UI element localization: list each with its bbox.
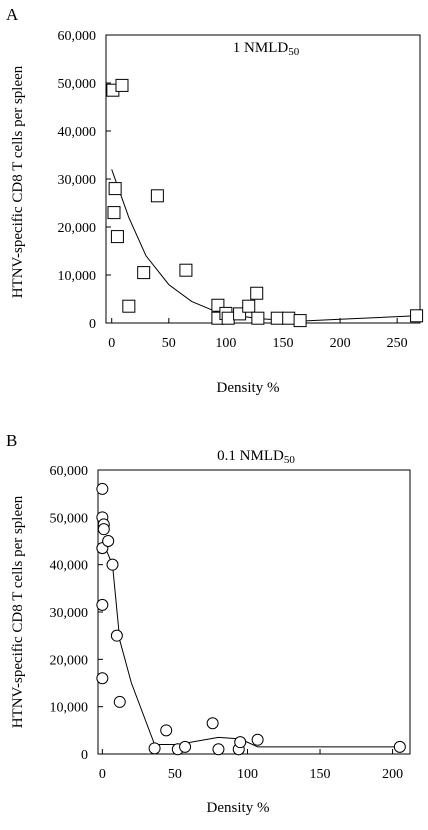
panel-b-letter: B <box>6 431 17 450</box>
panel-a-data-point <box>107 206 121 220</box>
panel-b-data-point <box>97 523 110 536</box>
panel-a-data-point <box>410 309 424 323</box>
panel-b-y-tick-label: 40,000 <box>50 559 89 574</box>
panel-a-data-point <box>251 311 265 325</box>
panel-a-y-tick-label: 60,000 <box>58 29 97 44</box>
panel-b-data-point <box>96 482 109 495</box>
panel-a-data-point <box>137 266 151 280</box>
panel-b-title: 0.1 NMLD50 <box>217 448 295 466</box>
panel-a-y-tick-label: 20,000 <box>58 221 97 236</box>
panel-b-y-tick-label: 0 <box>81 748 88 763</box>
panel-b-data-point <box>96 598 109 611</box>
panel-a-y-tick-label: 50,000 <box>58 77 97 92</box>
panel-b-data-point <box>234 736 247 749</box>
panel-b-plot-frame <box>97 469 411 755</box>
panel-b-data-point <box>102 535 115 547</box>
panel-a-data-point <box>293 314 307 328</box>
panel-b-data-point <box>106 558 119 571</box>
panel-a-data-point <box>250 286 264 300</box>
panel-b-data-point <box>393 740 406 753</box>
panel-a-data-point <box>110 230 124 244</box>
panel-b-fit-line <box>101 540 400 748</box>
panel-a-data-point <box>270 311 284 325</box>
panel-b-data-point <box>179 740 192 753</box>
panel-b-data-point <box>113 695 126 708</box>
panel-b-data-point <box>160 724 173 737</box>
panel-b-x-tick-label: 100 <box>237 767 258 782</box>
panel-a-data-point <box>179 263 193 277</box>
panel-b-x-tick-label: 200 <box>382 767 403 782</box>
panel-a-data-point <box>150 189 164 203</box>
panel-a-x-tick-label: 100 <box>215 336 236 351</box>
panel-a-x-axis-label: Density % <box>217 380 280 396</box>
panel-a-data-point <box>108 182 122 196</box>
panel-b-data-point <box>212 743 225 756</box>
panel-b-data-point <box>251 733 264 746</box>
panel-b-data-point <box>96 672 109 685</box>
panel-a-data-point <box>115 78 129 92</box>
panel-a-x-tick-label: 200 <box>330 336 351 351</box>
panel-b-data-point <box>110 629 123 642</box>
panel-a-y-tick-label: 10,000 <box>58 269 97 284</box>
panel-b-y-axis: 0 10,000 20,000 30,000 40,000 50,000 60,000 <box>50 464 103 763</box>
panel-a-data-point <box>282 311 296 325</box>
panel-a-plot-frame <box>105 34 421 324</box>
panel-b-data-point <box>148 742 161 755</box>
panel-a-x-tick-label: 50 <box>162 336 176 351</box>
panel-b-y-axis-label: HTNV-specific CD8 T cells per spleen <box>10 495 26 728</box>
panel-a-y-tick-label: 0 <box>89 317 96 332</box>
panel-a-y-tick-label: 30,000 <box>58 173 97 188</box>
panel-a-y-axis-label: HTNV-specific CD8 T cells per spleen <box>10 65 26 298</box>
panel-a-data-point <box>242 299 256 313</box>
panel-b-data-points <box>96 482 406 756</box>
panel-a-data-points <box>106 78 424 328</box>
panel-a-letter: A <box>6 5 19 24</box>
panel-a-y-axis: 0 10,000 20,000 30,000 40,000 50,000 60,000 <box>58 29 111 332</box>
panel-b-y-tick-label: 10,000 <box>50 701 89 716</box>
panel-b-y-tick-label: 60,000 <box>50 464 89 479</box>
panel-b-y-tick-label: 20,000 <box>50 653 89 668</box>
panel-b-y-tick-label: 30,000 <box>50 606 89 621</box>
panel-a-x-tick-label: 150 <box>272 336 293 351</box>
panel-a-x-tick-label: 0 <box>108 336 115 351</box>
panel-b-x-axis-label: Density % <box>207 800 270 816</box>
panel-b-x-axis: 0 50 100 150 200 <box>99 749 403 782</box>
panel-b-y-tick-label: 50,000 <box>50 511 89 526</box>
panel-a-y-tick-label: 40,000 <box>58 125 97 140</box>
panel-b-x-tick-label: 50 <box>168 767 182 782</box>
panel-a-data-point <box>122 299 136 313</box>
panel-a-chart: A 1 NMLD50 0 10,000 20,000 30,000 40,000 50,0… <box>6 5 424 396</box>
panel-a-x-axis: 0 50 100 150 200 250 <box>108 318 408 351</box>
panel-b-x-tick-label: 0 <box>99 767 106 782</box>
panel-a-title: 1 NMLD50 <box>233 40 300 58</box>
panel-b-x-tick-label: 150 <box>310 767 331 782</box>
panel-a-x-tick-label: 250 <box>387 336 408 351</box>
panel-b-data-point <box>206 717 219 730</box>
panel-b-chart: B 0.1 NMLD50 0 10,000 20,000 30,000 40,000 50… <box>6 431 411 816</box>
panel-a-data-point <box>221 311 235 325</box>
